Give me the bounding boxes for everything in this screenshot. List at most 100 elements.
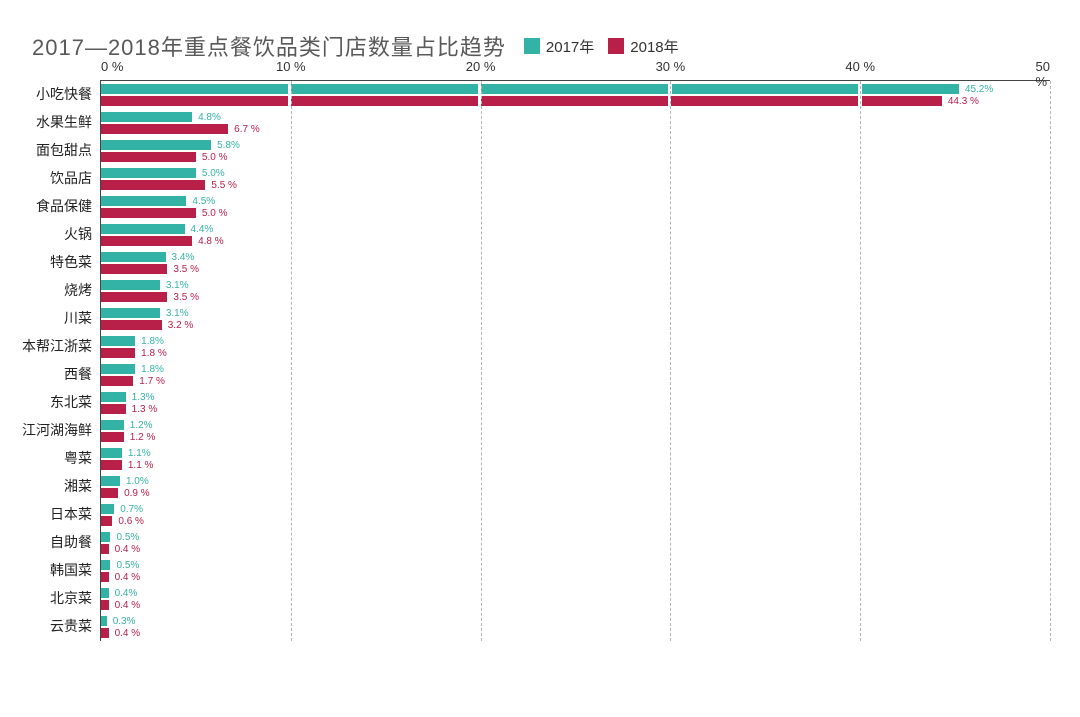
category-label: 湘菜 [20,472,92,500]
category-row: 1.2%1.2 % [101,417,1050,445]
bar-rows: 45.2%44.3 %4.8%6.7 %5.8%5.0 %5.0%5.5 %4.… [101,81,1050,641]
category-label: 川菜 [20,304,92,332]
legend-label-2018: 2018年 [630,36,678,57]
category-row: 1.8%1.7 % [101,361,1050,389]
bar [101,252,166,262]
bar-value-label: 3.4% [172,252,195,263]
bar [101,196,186,206]
bar [101,404,126,414]
bar-value-label: 1.2% [130,420,153,431]
bar [101,600,109,610]
category-label: 面包甜点 [20,136,92,164]
bar [101,292,167,302]
chart-container: 2017—2018年重点餐饮品类门店数量占比趋势 2017年 2018年 小吃快… [20,30,1050,641]
bar-value-label: 3.1% [166,280,189,291]
category-row: 1.0%0.9 % [101,473,1050,501]
bar [101,616,107,626]
bar-value-label: 0.3% [113,616,136,627]
plot-grid: 0 %10 %20 %30 %40 %50 % 45.2%44.3 %4.8%6… [100,80,1050,641]
bar-value-label: 1.3 % [132,404,158,415]
bar [101,96,942,106]
gridline [481,81,482,641]
bar-value-label: 5.0% [202,168,225,179]
bar-value-label: 1.3% [132,392,155,403]
bar-value-label: 1.8% [141,336,164,347]
bar [101,628,109,638]
bar [101,112,192,122]
bar-value-label: 0.4% [115,588,138,599]
bar [101,236,192,246]
category-label: 北京菜 [20,584,92,612]
bar-value-label: 3.5 % [173,292,199,303]
category-row: 3.1%3.2 % [101,305,1050,333]
bar-value-label: 3.2 % [168,320,194,331]
legend-label-2017: 2017年 [546,36,594,57]
bar-value-label: 6.7 % [234,124,260,135]
category-row: 0.4%0.4 % [101,585,1050,613]
bar [101,140,211,150]
bar-value-label: 5.8% [217,140,240,151]
category-row: 0.5%0.4 % [101,557,1050,585]
legend-item-2018: 2018年 [608,36,678,57]
category-label: 水果生鲜 [20,108,92,136]
bar-value-label: 1.2 % [130,432,156,443]
bar [101,84,959,94]
bar [101,168,196,178]
bar-value-label: 0.9 % [124,488,150,499]
category-row: 4.5%5.0 % [101,193,1050,221]
bar [101,532,110,542]
bar-value-label: 1.0% [126,476,149,487]
chart-header: 2017—2018年重点餐饮品类门店数量占比趋势 2017年 2018年 [20,30,1050,62]
category-row: 5.0%5.5 % [101,165,1050,193]
bar-value-label: 0.7% [120,504,143,515]
bar-value-label: 45.2% [965,84,993,95]
category-label: 本帮江浙菜 [20,332,92,360]
bar-value-label: 3.5 % [173,264,199,275]
category-row: 1.8%1.8 % [101,333,1050,361]
bar [101,488,118,498]
bar [101,224,185,234]
bar-value-label: 0.5% [116,532,139,543]
bar-value-label: 4.4% [191,224,214,235]
category-label: 小吃快餐 [20,80,92,108]
bar [101,560,110,570]
legend-item-2017: 2017年 [524,36,594,57]
bar-value-label: 4.8 % [198,236,224,247]
category-label: 粤菜 [20,444,92,472]
bar [101,588,109,598]
bar [101,432,124,442]
bar [101,280,160,290]
category-label: 特色菜 [20,248,92,276]
gridline [291,81,292,641]
chart-legend: 2017年 2018年 [524,36,679,57]
category-row: 45.2%44.3 % [101,81,1050,109]
bar [101,504,114,514]
gridline [860,81,861,641]
bar [101,348,135,358]
bar [101,124,228,134]
bar-value-label: 3.1% [166,308,189,319]
bar [101,152,196,162]
category-label: 自助餐 [20,528,92,556]
category-label: 东北菜 [20,388,92,416]
bar-value-label: 0.4 % [115,544,141,555]
category-row: 1.3%1.3 % [101,389,1050,417]
bar-value-label: 1.8 % [141,348,167,359]
bar-value-label: 5.5 % [211,180,237,191]
bar-value-label: 5.0 % [202,208,228,219]
bar [101,476,120,486]
bar-value-label: 1.8% [141,364,164,375]
category-row: 1.1%1.1 % [101,445,1050,473]
gridline [1050,81,1051,641]
chart-title: 2017—2018年重点餐饮品类门店数量占比趋势 [32,30,506,62]
category-label: 云贵菜 [20,612,92,640]
bar-value-label: 0.5% [116,560,139,571]
bar [101,264,167,274]
bar-value-label: 1.1 % [128,460,154,471]
bar-value-label: 5.0 % [202,152,228,163]
bar-value-label: 4.8% [198,112,221,123]
bar [101,516,112,526]
bar [101,364,135,374]
legend-swatch-2017 [524,38,540,54]
x-axis: 0 %10 %20 %30 %40 %50 % [101,59,1050,81]
